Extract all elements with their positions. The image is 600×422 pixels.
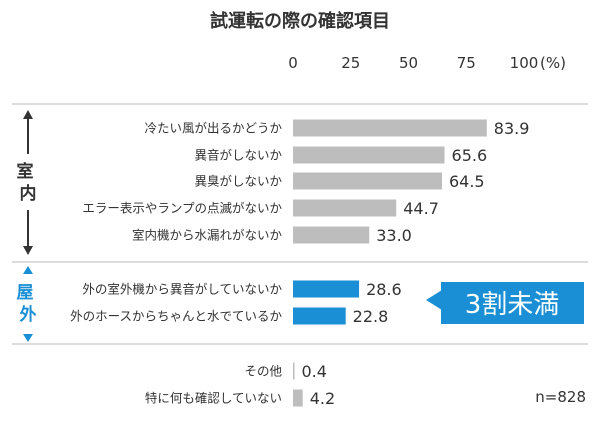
category-labels: 冷たい風が出るかどうか異音がしないか異臭がしないかエラー表示やランプの点滅がない…	[70, 121, 282, 406]
callout-box	[441, 282, 584, 324]
value-label: 83.9	[494, 119, 530, 138]
outdoor-group-label: 屋 外	[17, 283, 40, 325]
category-label: その他	[244, 364, 282, 379]
bar-series	[293, 119, 487, 407]
value-label: 44.7	[403, 199, 439, 218]
value-label: 33.0	[376, 226, 412, 245]
callout: 3割未満	[426, 282, 584, 324]
outdoor-group-marker: 屋 外	[17, 266, 40, 342]
category-label: エラー表示やランプの点滅がないか	[82, 201, 282, 216]
up-arrow-icon	[23, 110, 33, 119]
bar	[293, 172, 442, 190]
value-label: 4.2	[310, 389, 335, 408]
bar	[293, 119, 487, 137]
x-axis-unit: (%)	[540, 54, 566, 72]
indoor-group-marker: 室 内	[17, 110, 40, 255]
bar	[293, 226, 370, 244]
x-tick-label: 100	[510, 54, 539, 72]
down-arrow-icon	[23, 246, 33, 255]
x-axis-ticks: (%) 0 25 50 75 100	[288, 54, 566, 72]
category-label: 外のホースからちゃんと水でているか	[70, 309, 282, 324]
x-tick-label: 50	[399, 54, 418, 72]
category-label: 外の室外機から異音がしていないか	[82, 282, 282, 297]
category-label: 室内機から水漏れがないか	[132, 228, 283, 243]
bar	[293, 307, 346, 325]
value-label: 64.5	[449, 172, 485, 191]
bar	[293, 199, 397, 217]
callout-pointer	[426, 290, 442, 310]
bar	[293, 280, 360, 298]
value-label: 28.6	[366, 280, 402, 299]
category-label: 異音がしないか	[194, 148, 282, 163]
x-tick-label: 75	[457, 54, 476, 72]
up-arrow-icon	[23, 266, 33, 274]
value-label: 65.6	[452, 146, 488, 165]
bar	[293, 389, 303, 407]
callout-text: 3割未満	[465, 290, 560, 320]
bar	[293, 146, 445, 164]
value-labels: 83.9 65.6 64.5 44.7 33.0 28.6 22.8 0.4 4.2	[302, 119, 530, 408]
x-tick-label: 0	[288, 54, 298, 72]
x-tick-label: 25	[341, 54, 360, 72]
bar	[293, 362, 295, 380]
sample-size-label: n=828	[535, 388, 586, 406]
category-label: 特に何も確認していない	[145, 391, 282, 406]
value-label: 0.4	[302, 362, 327, 381]
down-arrow-icon	[23, 334, 33, 342]
category-label: 冷たい風が出るかどうか	[144, 121, 282, 136]
value-label: 22.8	[353, 307, 389, 326]
chart-title: 試運転の際の確認項目	[210, 10, 390, 32]
section-dividers	[12, 103, 588, 345]
category-label: 異臭がしないか	[194, 174, 282, 189]
indoor-group-label: 室 内	[17, 161, 40, 204]
